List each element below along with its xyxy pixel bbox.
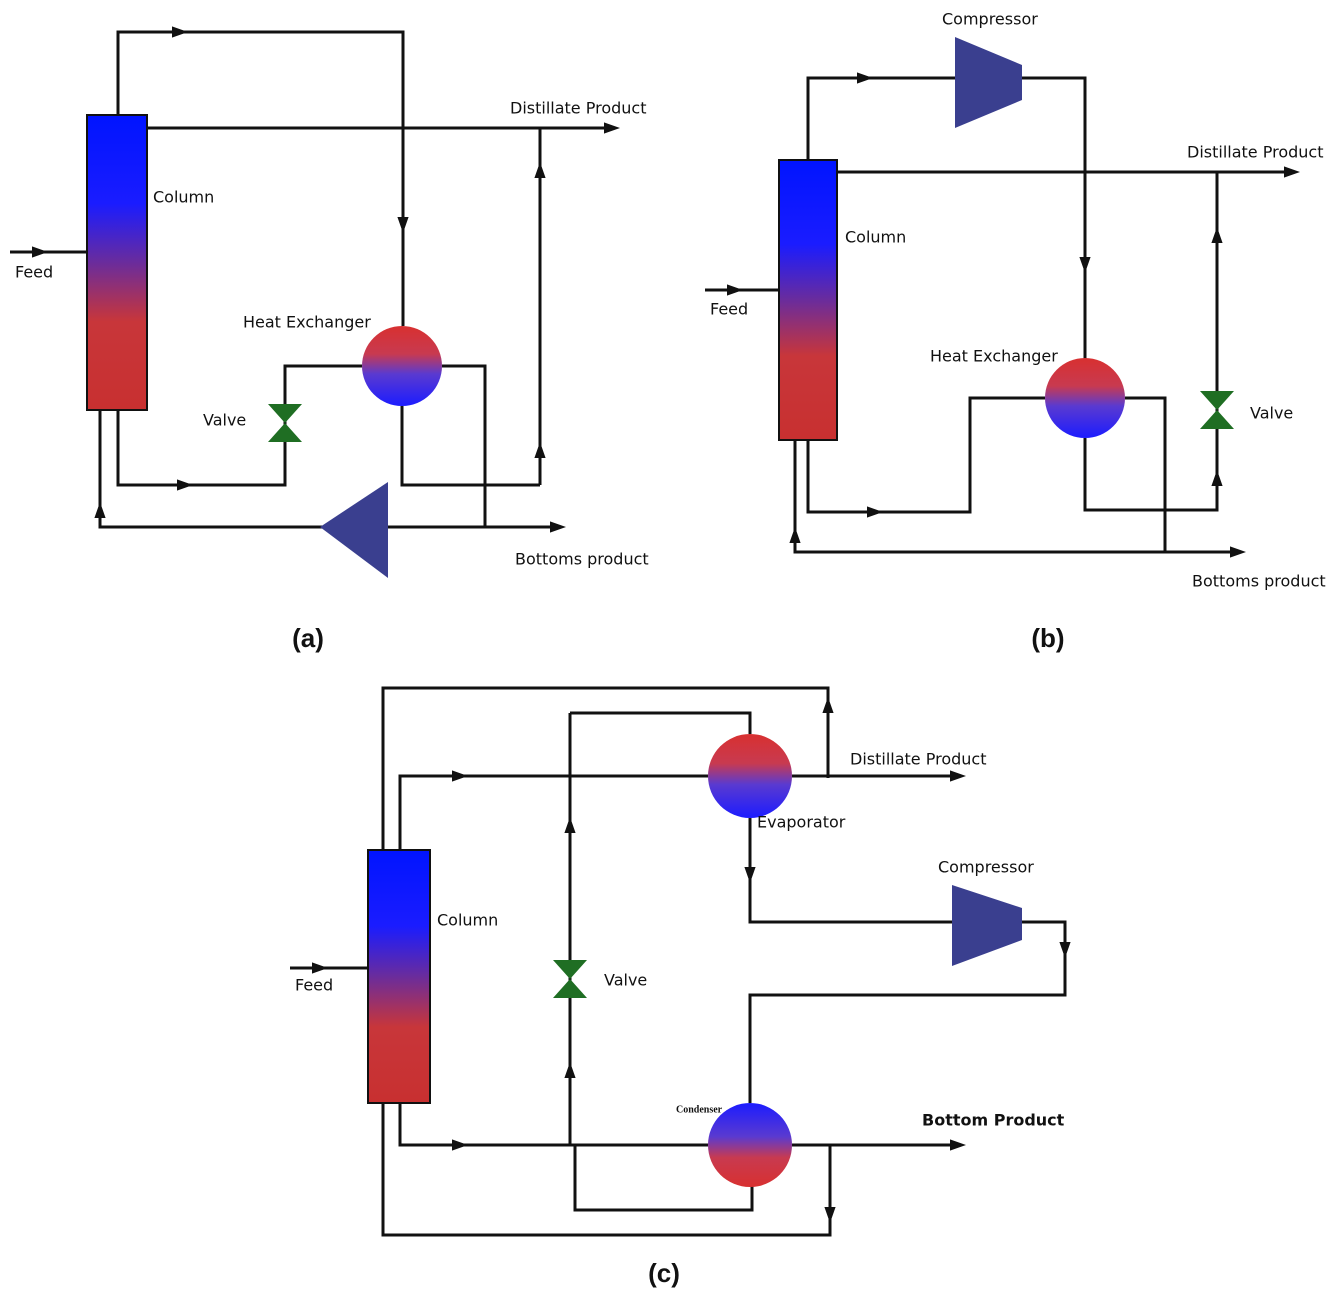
valve [1200, 391, 1234, 429]
flow-arrow [1284, 166, 1300, 178]
column [778, 159, 838, 441]
label: Bottoms product [515, 550, 649, 569]
flow-arrow [789, 527, 801, 543]
flow-arrow [822, 697, 834, 713]
flow-arrow [177, 479, 193, 491]
flow-arrow [550, 521, 566, 533]
flow-arrow [1211, 470, 1223, 486]
caption: (c) [648, 1258, 680, 1288]
label: Feed [710, 300, 748, 319]
label: Compressor [938, 858, 1034, 877]
flow-arrow [172, 26, 188, 38]
label: Heat Exchanger [930, 347, 1058, 366]
flow-arrow [867, 506, 883, 518]
column [367, 849, 431, 1104]
flow-arrow [857, 72, 873, 84]
label: Column [845, 228, 906, 247]
flow-arrow [564, 817, 576, 833]
label: Bottom Product [922, 1111, 1065, 1130]
flow-arrow [1230, 546, 1246, 558]
flow-arrow [564, 1062, 576, 1078]
heat-exchanger [362, 326, 442, 406]
label: Compressor [942, 10, 1038, 29]
label: Column [153, 188, 214, 207]
label: Evaporator [757, 813, 846, 832]
label: Valve [1250, 404, 1293, 423]
label: Feed [15, 263, 53, 282]
flow-arrow [452, 1139, 468, 1151]
flow-arrow [1059, 942, 1071, 958]
flow-arrow [534, 162, 546, 178]
flow-arrow [727, 284, 743, 296]
compressor [320, 482, 388, 578]
heat-exchanger [1045, 358, 1125, 438]
flow-arrow [1211, 227, 1223, 243]
condenser [708, 1103, 792, 1187]
label: Valve [203, 411, 246, 430]
panel-c: Feed Column Evaporator Compressor Valve … [290, 686, 1067, 1288]
compressor [952, 885, 1022, 966]
label: Distillate Product [1187, 143, 1323, 162]
valve [268, 404, 302, 442]
flow-arrow [312, 962, 328, 974]
flow-arrow [1079, 257, 1091, 273]
flow-arrow [452, 770, 468, 782]
flow-arrow [950, 770, 966, 782]
label: Column [437, 911, 498, 930]
label: Feed [295, 976, 333, 995]
flow-arrow [824, 1207, 836, 1223]
label: Heat Exchanger [243, 313, 371, 332]
pipe [10, 30, 612, 529]
label: Distillate Product [510, 99, 646, 118]
caption: (a) [292, 623, 324, 653]
column [86, 114, 148, 411]
caption: (b) [1031, 623, 1064, 653]
pipe [290, 686, 1067, 1237]
panel-b: Compressor Feed Column Heat Exchanger Va… [705, 10, 1326, 653]
label: Distillate Product [850, 750, 986, 769]
flow-arrow [397, 217, 409, 233]
flow-arrow [534, 442, 546, 458]
flow-arrow [604, 122, 620, 134]
compressor [955, 37, 1022, 128]
evaporator [708, 734, 792, 818]
valve [553, 960, 587, 998]
flow-arrow [744, 867, 756, 883]
flow-arrow [32, 246, 48, 258]
label: Valve [604, 971, 647, 990]
panel-a: Feed Column Heat Exchanger Valve Distill… [10, 30, 649, 653]
label: Condenser [676, 1104, 723, 1115]
label: Bottoms product [1192, 572, 1326, 591]
flow-arrow [950, 1139, 966, 1151]
flow-arrow [94, 502, 106, 518]
